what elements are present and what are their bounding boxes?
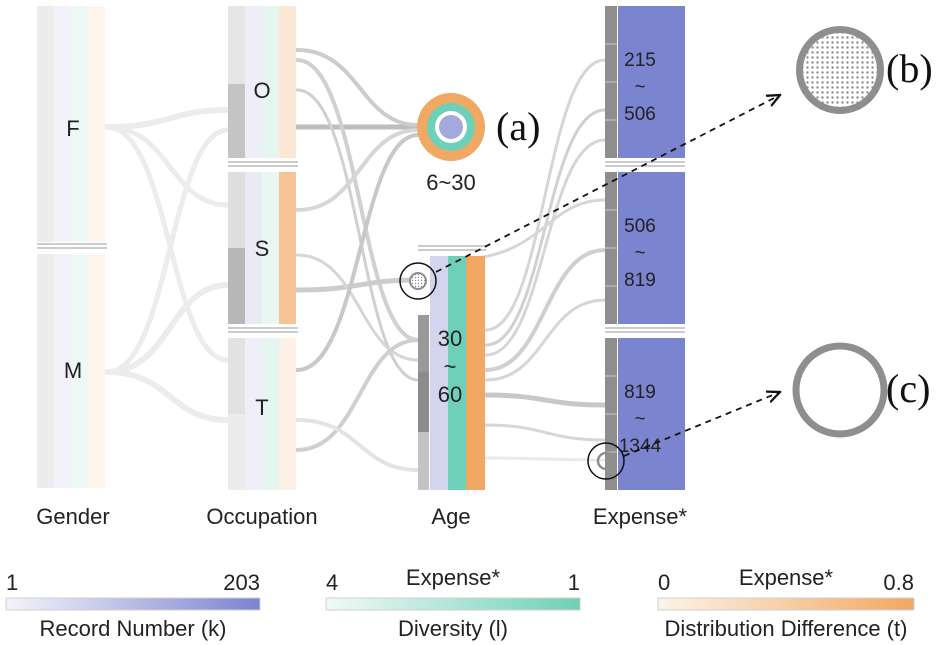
annotation-a: (a): [496, 104, 540, 149]
legend-max-2: 0.8: [883, 570, 914, 595]
link-a2-e1: [484, 58, 607, 332]
axis-label-age: Age: [431, 504, 470, 529]
age-node-label-30-60-line-2: 60: [438, 382, 462, 407]
expense-node-label-2-line-2: 1344: [619, 436, 662, 457]
expense-node-1: [605, 172, 685, 324]
gender-node-label-m: M: [64, 358, 82, 383]
legend-min-0: 1: [6, 570, 18, 595]
link-o-a1b: [295, 48, 420, 127]
axis-label-expense: Expense*: [593, 504, 688, 529]
age-node-label-6-30: 6~30: [426, 170, 476, 195]
legend-gradient-bar-1: [325, 597, 581, 611]
expense-node-label-0-line-1: ~: [634, 77, 645, 98]
legend-min-1: 4: [326, 570, 338, 595]
color-legends: 1 203 Record Number (k) 4 1 Expense* Diversity…: [5, 565, 915, 641]
link-m-t: [104, 369, 231, 423]
legend-label-2: Distribution Difference (t): [665, 616, 908, 641]
link-a1-e2: [448, 198, 607, 262]
occupation-node-label-o: O: [253, 78, 270, 103]
legend-title-2: Expense*: [739, 565, 834, 590]
gender-node-label-f: F: [66, 116, 79, 141]
link-a2-e3c: [484, 456, 607, 462]
age-node-label-30-60-line-1: ~: [444, 354, 457, 379]
highlight-marker-b: [399, 262, 437, 300]
annotation-c: (c): [886, 366, 930, 411]
link-m-o: [104, 127, 231, 375]
gender-node-m: [37, 254, 105, 488]
occupation-node-label-t: T: [255, 395, 268, 420]
link-a2-e2: [484, 248, 607, 372]
axis-label-gender: Gender: [36, 504, 109, 529]
link-m-s: [104, 282, 231, 375]
link-a2-e3b: [484, 423, 607, 442]
age-node-6-30: [417, 93, 485, 161]
link-a2-e1c: [484, 138, 607, 357]
highlight-marker-c: [587, 442, 625, 480]
expense-node-label-0-line-2: 506: [624, 104, 656, 125]
expense-node-label-0-line-0: 215: [624, 50, 656, 71]
link-f-o: [104, 107, 231, 130]
occupation-node-label-s: S: [255, 236, 270, 261]
legend-max-1: 1: [568, 570, 580, 595]
arrow-to-b: [435, 95, 780, 273]
occupation-node-t: [228, 338, 296, 490]
glyph-b-dotted-circle: [796, 26, 884, 114]
expense-node-label-1-line-0: 506: [624, 216, 656, 237]
age-node-30-60: [418, 256, 485, 490]
link-a2-e3: [483, 392, 608, 408]
age-node-label-30-60-line-0: 30: [438, 326, 462, 351]
link-f-s: [104, 124, 231, 208]
link-s-a2: [294, 277, 421, 293]
gender-node-f: [37, 6, 105, 242]
legend-gradient-bar-2: [657, 597, 915, 611]
link-s-a2b: [295, 253, 420, 362]
link-o-a2: [295, 58, 420, 342]
legend-label-1: Diversity (l): [398, 616, 508, 641]
glyph-c-hollow-circle: [792, 342, 888, 438]
legend-label-0: Record Number (k): [39, 616, 226, 641]
link-s-a1: [295, 128, 420, 212]
expense-node-0: [605, 6, 685, 158]
axis-label-occupation: Occupation: [206, 504, 317, 529]
expense-node-label-1-line-1: ~: [634, 243, 645, 264]
expense-node-label-2-line-0: 819: [624, 382, 656, 403]
expense-node-label-1-line-2: 819: [624, 270, 656, 291]
link-t-a2: [295, 338, 420, 452]
legend-gradient-bar-0: [5, 597, 261, 611]
link-t-a2b: [295, 418, 420, 472]
annotation-b: (b): [886, 46, 933, 91]
legend-title-1: Expense*: [406, 565, 501, 590]
occupation-node-s: [228, 172, 296, 324]
expense-node-label-2-line-1: ~: [634, 409, 645, 430]
occupation-node-o: [228, 6, 296, 158]
link-o-a2b: [295, 88, 420, 382]
link-a2-e2b: [484, 298, 607, 382]
link-t-a1: [295, 133, 420, 372]
flow-links: [104, 48, 608, 472]
legend-max-0: 203: [223, 570, 260, 595]
legend-min-2: 0: [658, 570, 670, 595]
